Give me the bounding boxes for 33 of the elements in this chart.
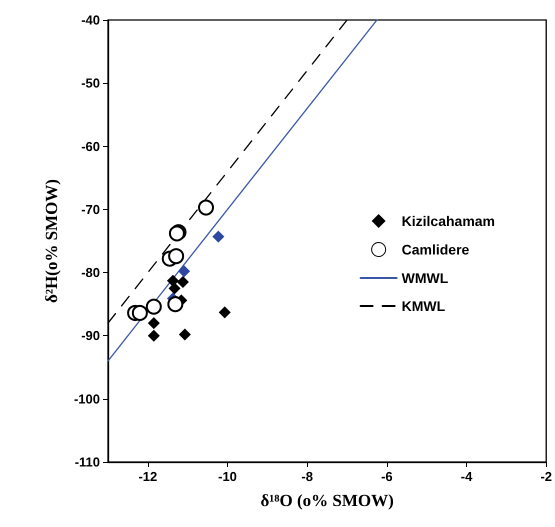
y-tick-label: -90 (81, 328, 100, 344)
point (178, 265, 190, 278)
x-tick-label: -12 (138, 469, 158, 484)
x-tick-label: -2 (540, 469, 552, 484)
legend-label: KMWL (402, 298, 446, 314)
x-tick-label: -8 (301, 469, 313, 484)
point (148, 330, 160, 342)
point (168, 248, 184, 264)
point (132, 304, 148, 321)
y-tick-label: -110 (74, 454, 100, 470)
y-tick-label: -70 (81, 202, 100, 217)
point (146, 298, 162, 315)
x-tick-label: -10 (218, 469, 237, 484)
point (168, 282, 181, 294)
point (178, 328, 191, 340)
y-tick-label: -80 (81, 265, 100, 280)
x-tick-label: -6 (381, 469, 393, 484)
y-tick-label: -60 (81, 138, 100, 154)
point (167, 296, 184, 312)
y-tick-label: -50 (81, 76, 100, 91)
point (148, 317, 160, 330)
x-tick-label: -4 (460, 469, 474, 484)
legend-label: Kizilcahamam (402, 213, 496, 229)
point (218, 306, 231, 318)
legend-label: Camlidere (402, 242, 470, 258)
y-axis-title: δ²H(o% SMOW) (42, 179, 61, 303)
x-axis-title: δ¹⁸O (o% SMOW) (260, 491, 394, 510)
point (212, 230, 224, 243)
y-tick-label: -40 (81, 12, 100, 28)
y-tick-label: -100 (74, 391, 100, 406)
point (176, 276, 189, 288)
point (198, 200, 214, 216)
legend-label: WMWL (402, 270, 449, 286)
